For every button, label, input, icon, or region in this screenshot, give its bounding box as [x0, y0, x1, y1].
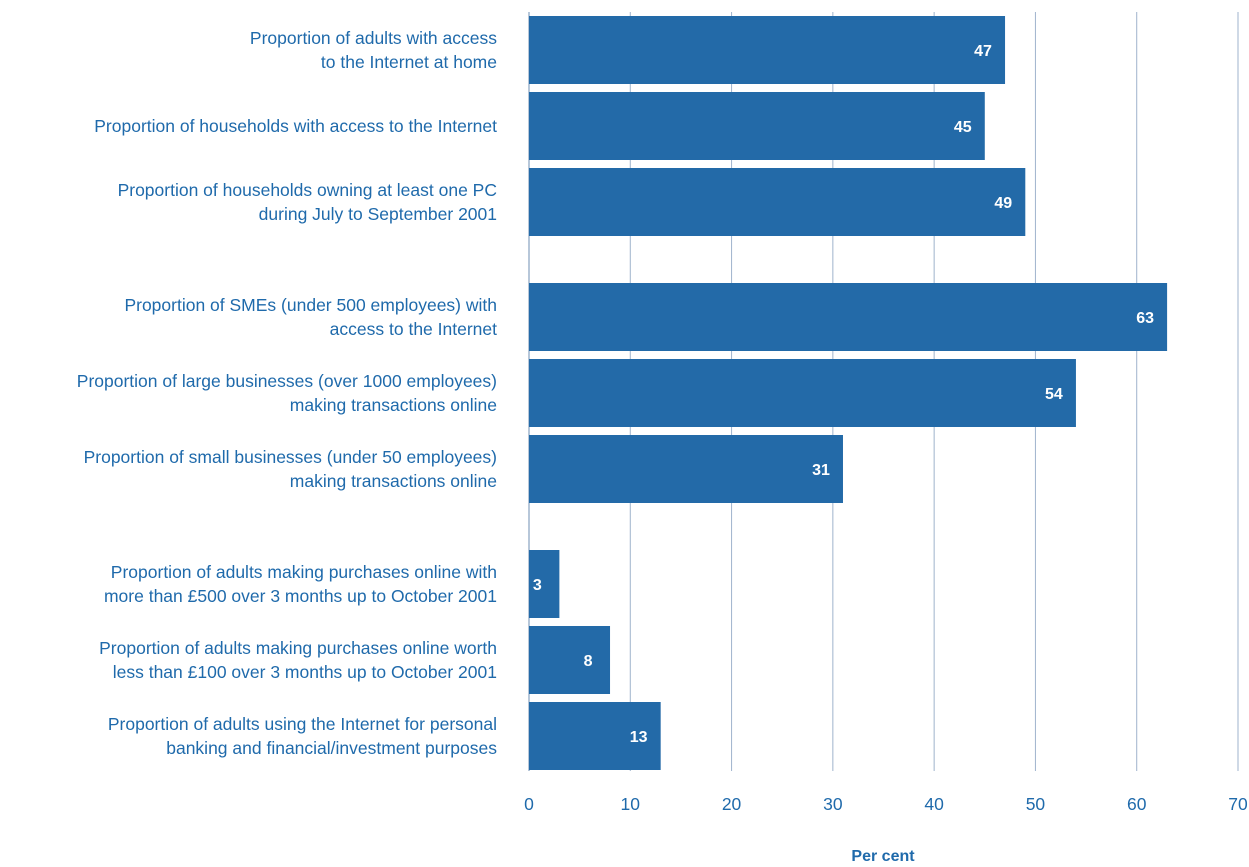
- category-label-line: Proportion of adults making purchases on…: [111, 562, 497, 582]
- category-label-8: Proportion of adults making purchases on…: [99, 638, 497, 682]
- bar-value-label-9: 13: [630, 729, 648, 746]
- x-tick-label-50: 50: [1026, 794, 1046, 814]
- category-label-line: Proportion of households with access to …: [94, 116, 497, 136]
- category-label-line: Proportion of small businesses (under 50…: [84, 447, 497, 467]
- category-label-line: Proportion of adults making purchases on…: [99, 638, 497, 658]
- x-tick-labels: 0 10 20 30 40 50 60 70: [524, 794, 1248, 814]
- category-label-line: Proportion of households owning at least…: [118, 180, 497, 200]
- bar-1: [529, 16, 1006, 84]
- category-label-6: Proportion of small businesses (under 50…: [84, 447, 497, 491]
- bar-value-label-7: 3: [533, 577, 542, 594]
- x-tick-label-70: 70: [1228, 794, 1248, 814]
- category-label-line: Proportion of adults using the Internet …: [108, 714, 497, 734]
- bar-value-label-5: 54: [1045, 386, 1063, 403]
- x-tick-label-10: 10: [621, 794, 641, 814]
- bar-value-label-3: 49: [994, 195, 1012, 212]
- bar-8: [529, 626, 611, 694]
- category-label-1: Proportion of adults with access to the I…: [250, 28, 497, 72]
- category-label-line: access to the Internet: [330, 319, 497, 339]
- bar-value-label-8: 8: [584, 653, 593, 670]
- category-label-line: banking and financial/investment purpose…: [166, 738, 497, 758]
- bar-value-label-1: 47: [974, 43, 992, 60]
- bar-4: [529, 283, 1168, 351]
- bar-5: [529, 359, 1076, 427]
- category-label-4: Proportion of SMEs (under 500 employees)…: [124, 295, 497, 339]
- category-label-5: Proportion of large businesses (over 100…: [77, 371, 497, 415]
- x-tick-label-60: 60: [1127, 794, 1147, 814]
- category-label-line: more than £500 over 3 months up to Octob…: [104, 586, 497, 606]
- bar-6: [529, 435, 843, 503]
- category-label-3: Proportion of households owning at least…: [118, 180, 497, 224]
- category-label-line: making transactions online: [290, 395, 497, 415]
- x-tick-label-0: 0: [524, 794, 534, 814]
- bar-7: [529, 550, 560, 618]
- category-labels: Proportion of adults with access to the I…: [77, 28, 497, 758]
- category-label-line: making transactions online: [290, 471, 497, 491]
- bar-3: [529, 168, 1026, 236]
- bar-value-label-4: 63: [1136, 310, 1154, 327]
- bar-2: [529, 92, 985, 160]
- bars: 47 45 49 63 54 31 3 8 13: [529, 16, 1168, 770]
- x-tick-label-30: 30: [823, 794, 843, 814]
- x-axis-title: Per cent: [851, 848, 915, 865]
- category-label-line: Proportion of adults with access: [250, 28, 497, 48]
- category-label-line: Proportion of large businesses (over 100…: [77, 371, 497, 391]
- bar-9: [529, 702, 661, 770]
- x-tick-label-40: 40: [924, 794, 944, 814]
- x-tick-label-20: 20: [722, 794, 742, 814]
- category-label-line: to the Internet at home: [321, 52, 497, 72]
- category-label-line: less than £100 over 3 months up to Octob…: [113, 662, 497, 682]
- category-label-7: Proportion of adults making purchases on…: [104, 562, 497, 606]
- category-label-9: Proportion of adults using the Internet …: [108, 714, 497, 758]
- bar-value-label-6: 31: [812, 462, 830, 479]
- category-label-line: Proportion of SMEs (under 500 employees)…: [124, 295, 497, 315]
- category-label-2: Proportion of households with access to …: [94, 116, 497, 136]
- bar-value-label-2: 45: [954, 119, 972, 136]
- category-label-line: during July to September 2001: [259, 204, 497, 224]
